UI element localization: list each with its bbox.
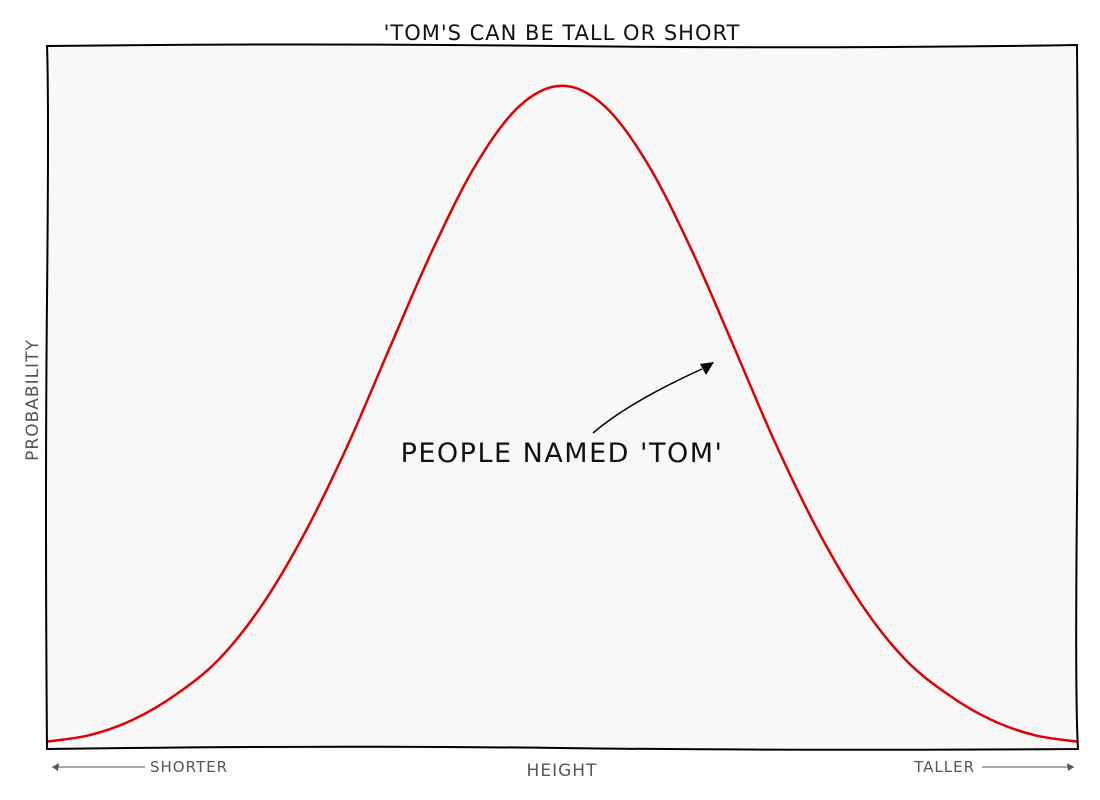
annotation: People named 'Tom': [401, 362, 724, 469]
x-axis-label: Height: [527, 761, 598, 781]
shorter-indicator: Shorter: [52, 758, 228, 776]
annotation-arrow: [592, 368, 703, 434]
plot-frame: [45, 43, 1080, 751]
taller-indicator: Taller: [913, 758, 1074, 776]
x-tick-label-taller: Taller: [913, 758, 975, 776]
chart-title: 'Tom's can be tall or short: [384, 21, 741, 45]
annotation-label: People named 'Tom': [401, 438, 724, 469]
annotation-arrowhead: [700, 362, 714, 375]
x-tick-label-shorter: Shorter: [150, 758, 228, 776]
plot-background: [47, 46, 1077, 749]
curve-layer: [46, 84, 1078, 743]
series-line-0: [46, 84, 1078, 743]
y-axis-label: Probability: [23, 339, 43, 461]
